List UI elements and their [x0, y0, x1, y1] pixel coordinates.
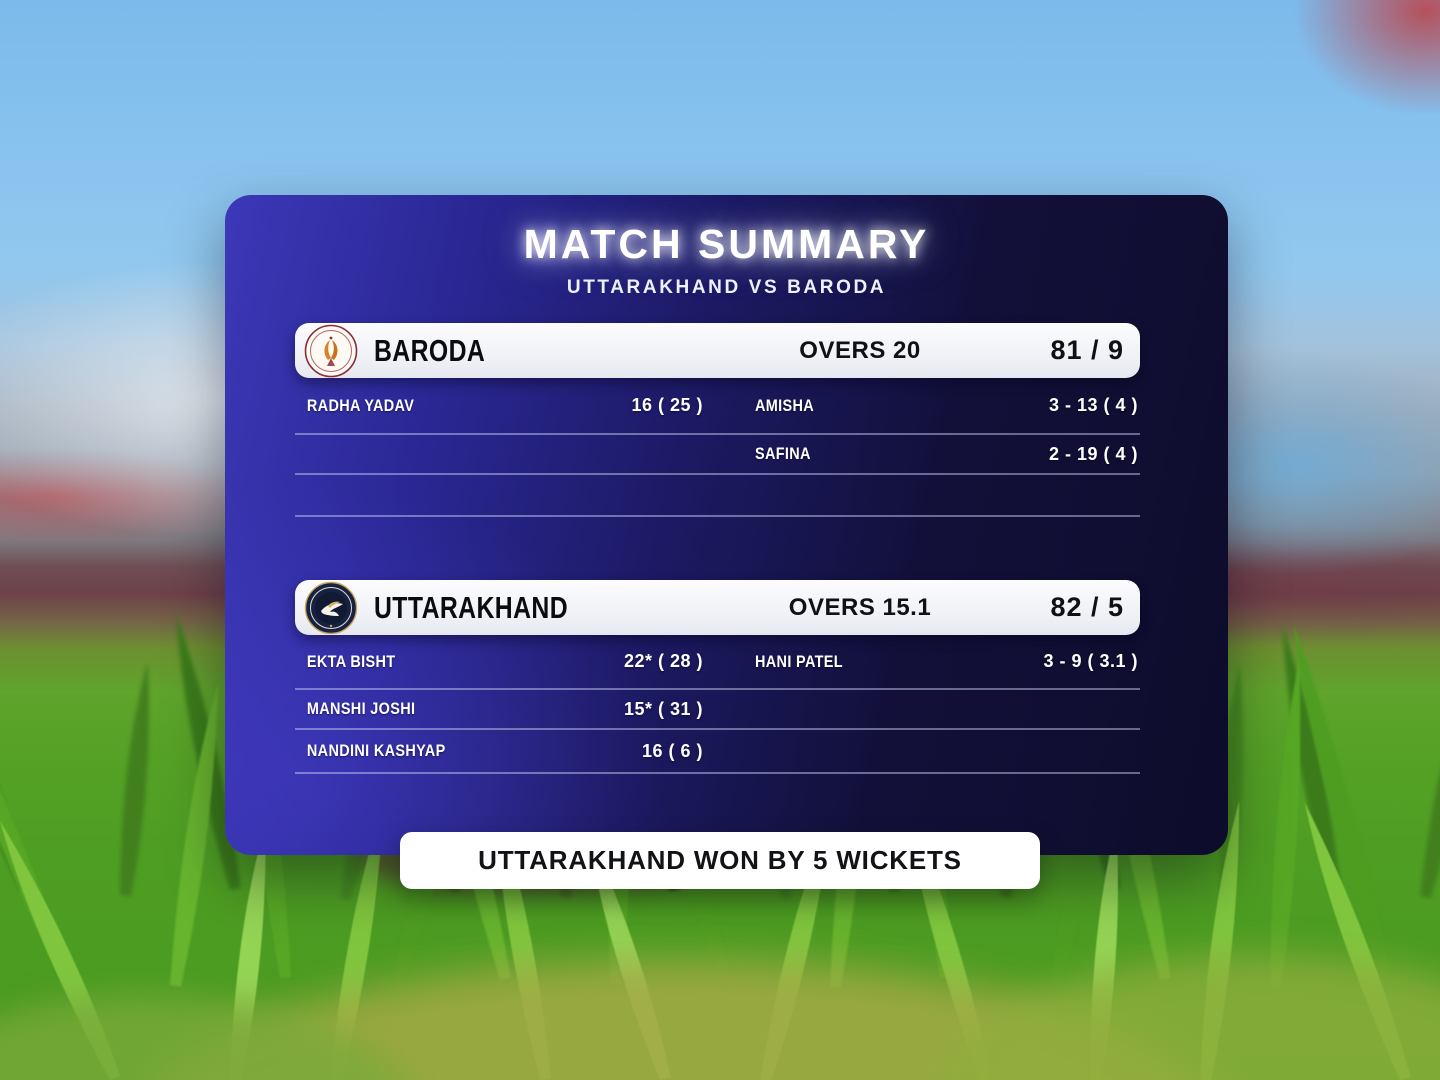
batter-score: 16 ( 6 ) [641, 740, 703, 761]
batter-name: EKTA BISHT [306, 651, 396, 671]
baroda-overs: OVERS 20 [799, 336, 921, 364]
match-summary-card: MATCH SUMMARY UTTARAKHAND VS BARODA BARO… [225, 195, 1228, 855]
table-row: NANDINI KASHYAP 16 ( 6 ) [295, 730, 1140, 774]
baroda-innings-header: BARODA OVERS 20 81 / 9 [295, 323, 1140, 378]
baroda-team-name: BARODA [374, 332, 486, 368]
batter-score: 16 ( 25 ) [631, 395, 703, 415]
uttarakhand-team-name: UTTARAKHAND [374, 589, 569, 625]
baroda-rows: RADHA YADAV 16 ( 25 ) AMISHA 3 - 13 ( 4 … [295, 378, 1140, 517]
uttarakhand-crest-logo [304, 581, 358, 634]
bowler-figures: 3 - 13 ( 4 ) [1048, 395, 1138, 415]
bowler-name: SAFINA [755, 444, 811, 463]
match-result-text: UTTARAKHAND WON BY 5 WICKETS [478, 845, 962, 875]
baroda-crest-logo [304, 324, 358, 377]
table-row [295, 475, 1140, 517]
uttarakhand-score: 82 / 5 [1050, 592, 1124, 622]
batter-name: RADHA YADAV [306, 395, 415, 415]
batter-score: 22* ( 28 ) [623, 651, 703, 671]
batter-name: NANDINI KASHYAP [306, 741, 446, 760]
table-row: EKTA BISHT 22* ( 28 ) HANI PATEL 3 - 9 (… [295, 635, 1140, 690]
batter-score: 15* ( 31 ) [623, 698, 703, 719]
uttarakhand-innings-header: UTTARAKHAND OVERS 15.1 82 / 5 [295, 580, 1140, 635]
table-row: SAFINA 2 - 19 ( 4 ) [295, 435, 1140, 475]
match-teams-subtitle: UTTARAKHAND VS BARODA [566, 277, 887, 298]
batter-name: MANSHI JOSHI [306, 699, 416, 718]
uttarakhand-rows: EKTA BISHT 22* ( 28 ) HANI PATEL 3 - 9 (… [295, 635, 1140, 774]
page-title: MATCH SUMMARY [523, 221, 930, 267]
uttarakhand-overs: OVERS 15.1 [788, 593, 932, 621]
table-row: MANSHI JOSHI 15* ( 31 ) [295, 690, 1140, 730]
bowler-name: HANI PATEL [755, 651, 843, 671]
match-result-banner: UTTARAKHAND WON BY 5 WICKETS [400, 832, 1040, 889]
card-content: BARODA OVERS 20 81 / 9 RADHA YADAV 16 ( … [295, 323, 1140, 774]
table-row: RADHA YADAV 16 ( 25 ) AMISHA 3 - 13 ( 4 … [295, 378, 1140, 435]
baroda-score: 81 / 9 [1050, 335, 1124, 365]
bowler-figures: 3 - 9 ( 3.1 ) [1043, 651, 1138, 671]
bowler-figures: 2 - 19 ( 4 ) [1048, 443, 1138, 464]
bowler-name: AMISHA [755, 395, 815, 415]
